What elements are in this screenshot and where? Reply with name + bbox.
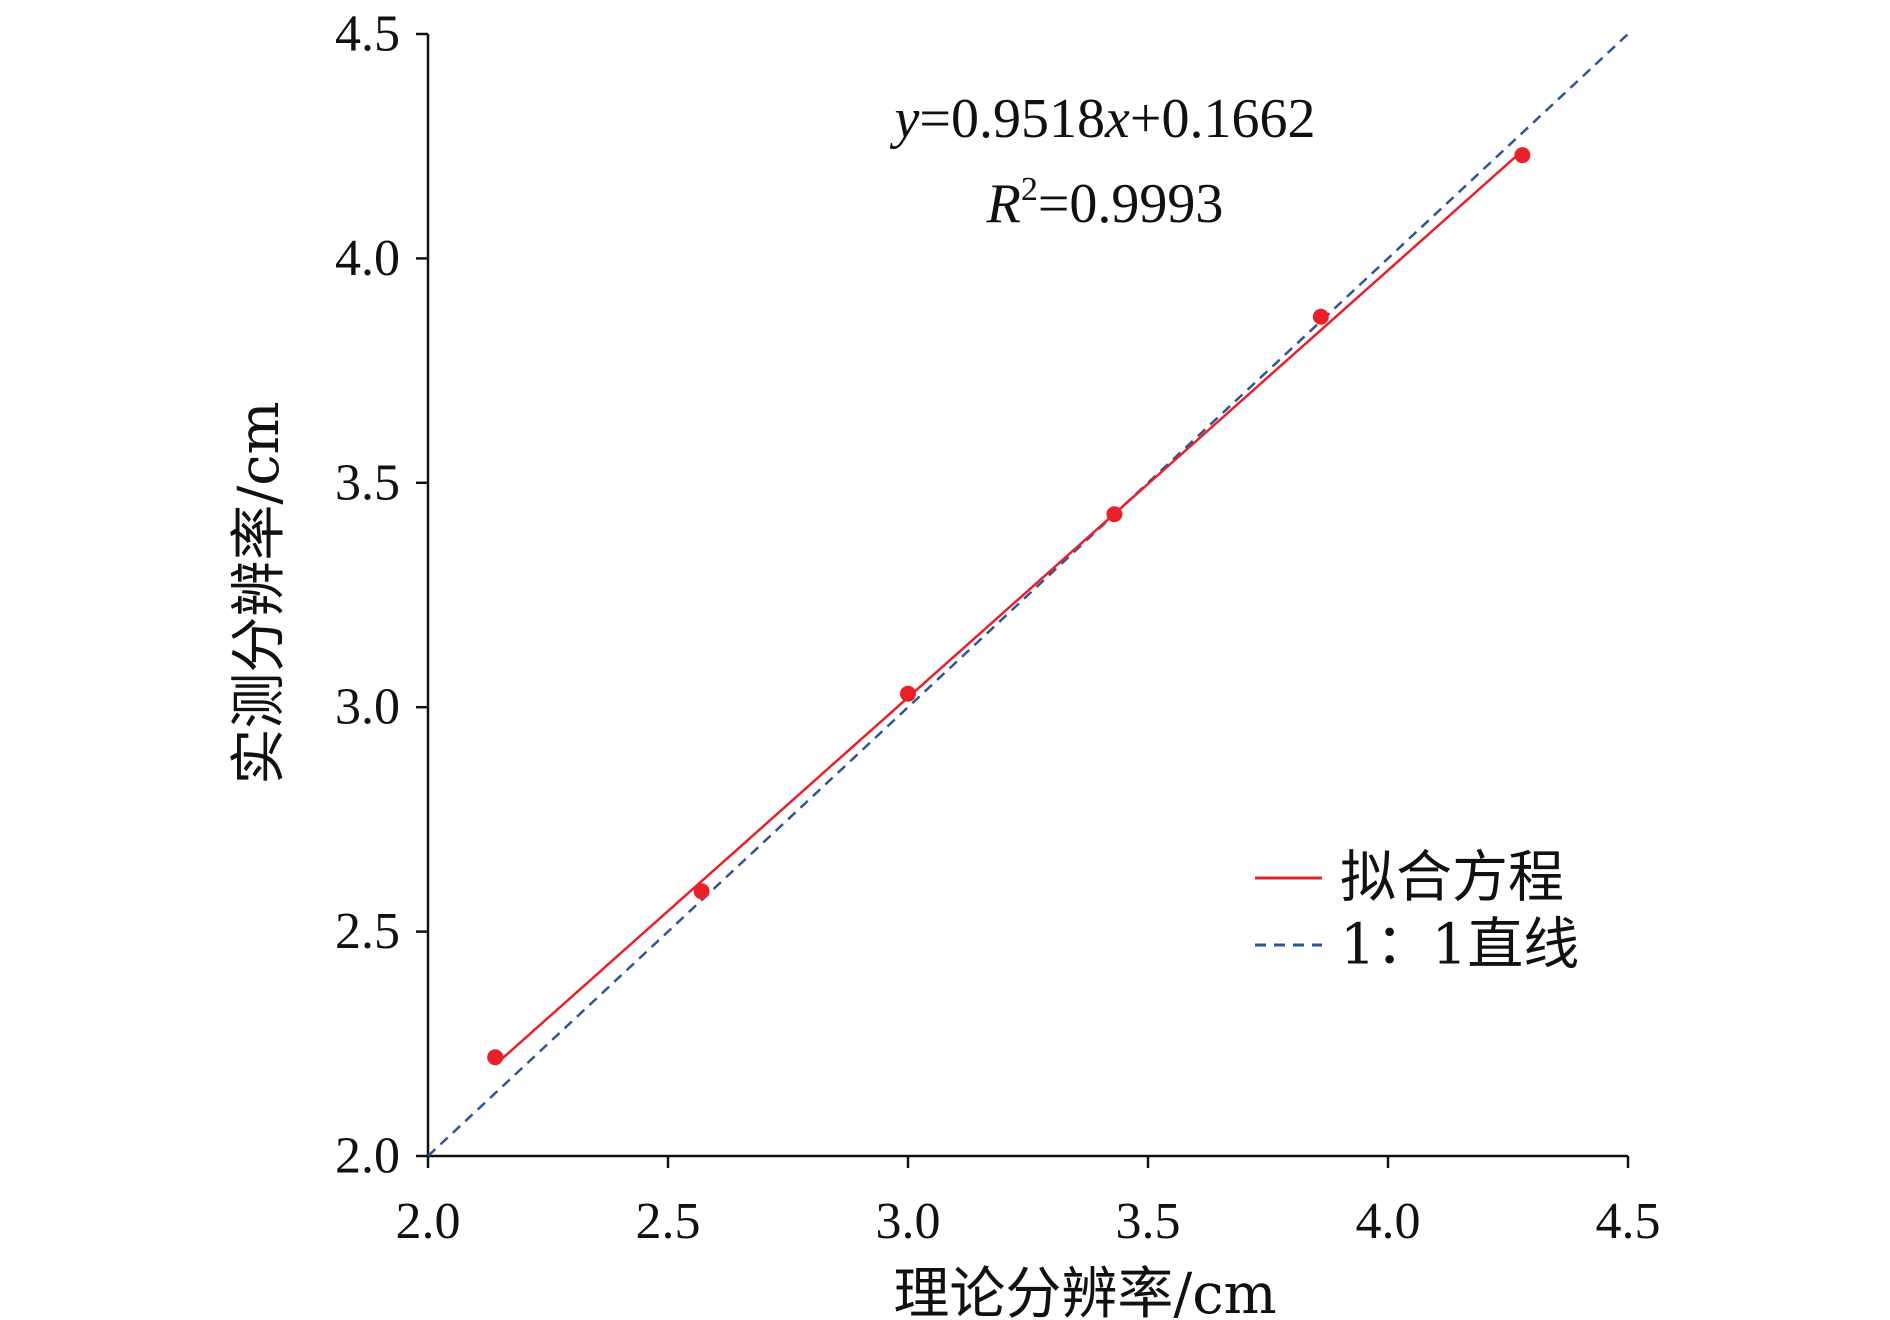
r-squared-variable: R (986, 173, 1021, 235)
x-tick-label: 4.0 (1356, 1193, 1421, 1250)
x-tick-label: 4.5 (1596, 1193, 1661, 1250)
data-point (1312, 308, 1329, 325)
equation-slope: =0.9518 (919, 88, 1105, 150)
legend-reference-label: 1：1直线 (1340, 913, 1579, 978)
fit-line-layer (494, 149, 1524, 1066)
data-point (1106, 506, 1123, 523)
regression-equation: y=0.9518x+0.1662 (890, 88, 1316, 150)
data-points (487, 147, 1531, 1066)
x-tick-label: 3.0 (876, 1193, 941, 1250)
x-tick-label: 3.5 (1116, 1193, 1181, 1250)
r-squared-superscript: 2 (1021, 171, 1038, 208)
y-tick-label: 2.5 (335, 903, 400, 960)
tick-labels: 2.0 2.5 3.0 3.5 4.0 4.5 2.0 2.5 3.0 3.5 4.0 4.5 (335, 6, 1661, 1251)
x-axis-title: 理论分辨率/cm (893, 1262, 1276, 1320)
equation-x-variable: x (1104, 88, 1130, 150)
r-squared-value: =0.9993 (1038, 173, 1224, 235)
fit-line (494, 149, 1524, 1066)
y-tick-label: 4.0 (335, 230, 400, 287)
reference-line (427, 33, 1629, 1157)
y-tick-label: 3.5 (335, 454, 400, 511)
reference-line-layer (427, 33, 1629, 1157)
data-point (1514, 147, 1531, 164)
x-tick-label: 2.5 (636, 1193, 701, 1250)
equation-intercept: +0.1662 (1130, 88, 1316, 150)
legend: 拟合方程 1：1直线 (1255, 846, 1579, 978)
y-axis-title: 实测分辨率/cm (227, 401, 292, 784)
y-tick-label: 2.0 (335, 1128, 400, 1185)
axes (416, 32, 1630, 1168)
data-point (693, 883, 710, 900)
y-tick-label: 3.0 (335, 679, 400, 736)
data-point (487, 1049, 504, 1066)
data-point (900, 685, 916, 702)
y-tick-label: 4.5 (335, 6, 400, 63)
x-tick-label: 2.0 (396, 1193, 461, 1250)
legend-fit-label: 拟合方程 (1340, 846, 1564, 911)
equation-y-variable: y (890, 88, 920, 150)
r-squared: R2=0.9993 (986, 171, 1224, 235)
